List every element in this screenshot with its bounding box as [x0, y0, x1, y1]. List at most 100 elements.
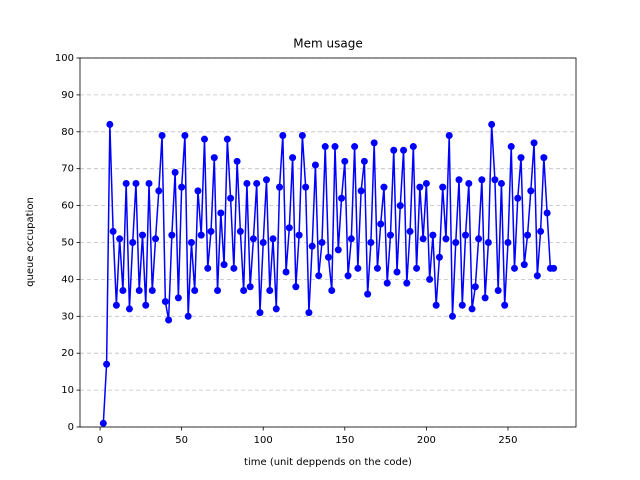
data-point — [328, 286, 336, 294]
data-point — [347, 235, 355, 243]
data-point — [282, 268, 290, 276]
data-point — [125, 305, 133, 313]
data-point — [148, 286, 156, 294]
data-point — [138, 231, 146, 239]
y-tick-label: 10 — [61, 385, 74, 396]
data-point — [390, 146, 398, 154]
data-point — [393, 268, 401, 276]
data-point — [422, 179, 430, 187]
data-point — [468, 305, 476, 313]
data-point — [129, 239, 137, 246]
data-point — [527, 187, 535, 195]
data-point — [256, 309, 264, 317]
y-tick-label: 70 — [61, 164, 74, 175]
data-point — [364, 290, 372, 298]
data-point — [416, 183, 424, 191]
data-point — [488, 120, 496, 128]
data-point — [246, 283, 254, 291]
data-point — [419, 235, 427, 243]
data-point — [481, 294, 489, 302]
data-line — [102, 124, 554, 424]
data-point — [550, 264, 558, 272]
data-point — [184, 312, 192, 320]
data-point — [533, 272, 541, 280]
data-point — [210, 154, 218, 162]
y-tick-label: 40 — [61, 274, 74, 285]
data-point — [462, 231, 470, 239]
data-point — [109, 227, 117, 235]
data-point — [295, 231, 303, 239]
data-point — [243, 179, 251, 187]
data-point — [517, 154, 525, 162]
data-point — [187, 239, 195, 246]
data-point — [112, 301, 120, 309]
data-point — [145, 179, 153, 187]
data-point — [223, 135, 231, 143]
data-point — [308, 242, 316, 250]
data-point — [305, 309, 313, 317]
data-point — [426, 275, 434, 283]
data-point — [429, 231, 437, 239]
data-point — [165, 316, 173, 324]
data-point — [475, 235, 483, 243]
data-point — [158, 131, 166, 139]
data-point — [236, 227, 244, 235]
plot-frame — [79, 57, 577, 428]
data-point — [292, 283, 300, 291]
data-point — [135, 286, 143, 294]
data-point — [122, 179, 130, 187]
data-point — [233, 157, 241, 165]
data-point — [406, 227, 414, 235]
data-point — [351, 143, 359, 151]
data-point — [285, 224, 293, 232]
data-point — [540, 154, 548, 162]
data-point — [432, 301, 440, 309]
data-point — [455, 176, 463, 184]
data-point — [99, 419, 107, 427]
x-tick-label: 100 — [254, 435, 273, 446]
data-point — [354, 264, 362, 272]
data-point — [200, 135, 208, 143]
data-point — [181, 131, 189, 139]
data-point — [448, 312, 456, 320]
data-point — [289, 154, 297, 162]
data-point — [386, 231, 394, 239]
data-point — [452, 239, 460, 246]
data-point — [262, 176, 270, 184]
data-point — [357, 187, 365, 195]
data-point — [311, 161, 319, 169]
data-point — [174, 294, 182, 302]
data-point — [152, 235, 160, 243]
y-tick-label: 60 — [61, 201, 74, 212]
data-point — [439, 183, 447, 191]
data-point — [494, 286, 502, 294]
y-tick-label: 50 — [61, 238, 74, 249]
y-tick-label: 30 — [61, 311, 74, 322]
data-point — [103, 360, 111, 368]
data-point — [338, 194, 346, 202]
data-point — [370, 139, 378, 147]
data-point — [197, 231, 205, 239]
data-point — [298, 131, 306, 139]
y-axis-label: queue occupation — [25, 197, 36, 287]
data-point — [161, 298, 169, 306]
x-tick-label: 50 — [175, 435, 188, 446]
data-point — [442, 235, 450, 243]
data-point — [377, 220, 385, 228]
data-point — [230, 264, 238, 272]
data-point — [116, 235, 124, 243]
data-point — [458, 301, 466, 309]
data-point — [507, 143, 515, 151]
data-point — [142, 301, 150, 309]
data-point — [220, 261, 228, 269]
data-point — [302, 183, 310, 191]
data-point — [341, 157, 349, 165]
data-point — [194, 187, 202, 195]
data-point — [207, 227, 215, 235]
data-point — [491, 176, 499, 184]
data-point — [478, 176, 486, 184]
data-point — [106, 120, 114, 128]
x-tick-label: 0 — [97, 435, 103, 446]
data-point — [413, 264, 421, 272]
